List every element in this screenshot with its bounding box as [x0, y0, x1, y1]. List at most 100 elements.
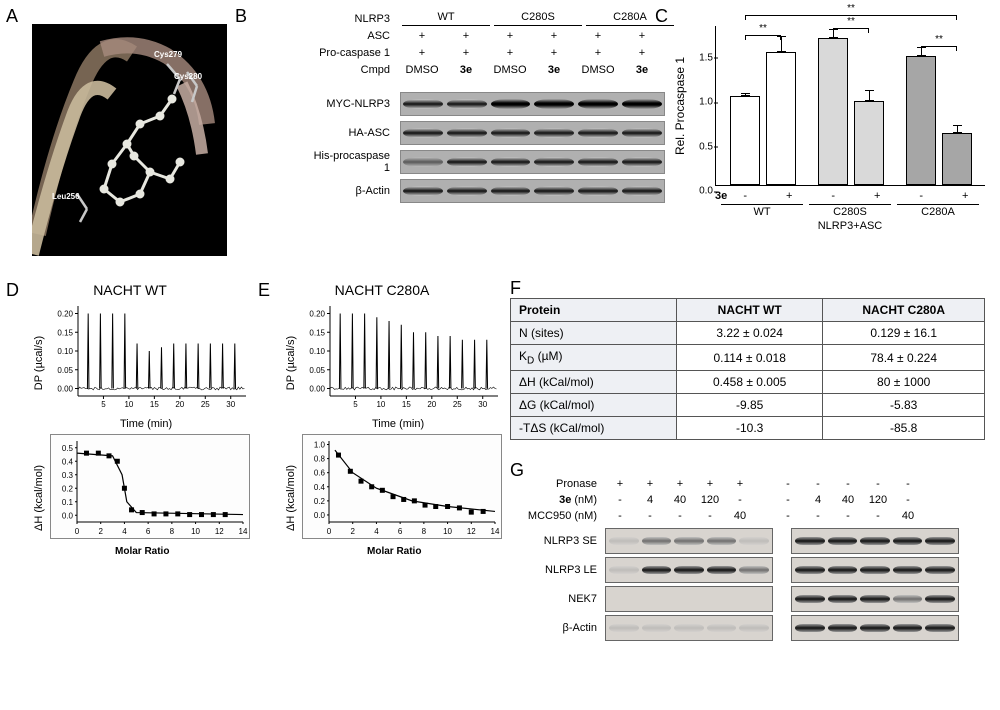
svg-text:30: 30 — [478, 400, 487, 409]
residue-leu256: Leu256 — [52, 192, 80, 201]
svg-text:0.3: 0.3 — [62, 471, 74, 480]
blot-strip — [605, 586, 773, 612]
svg-text:4: 4 — [122, 527, 127, 536]
table-cell: 80 ± 1000 — [823, 371, 985, 394]
svg-text:25: 25 — [453, 400, 462, 409]
svg-text:5: 5 — [101, 400, 106, 409]
panel-f: ProteinNACHT WTNACHT C280AN (sites)3.22 … — [510, 298, 985, 440]
table-cell: -10.3 — [676, 417, 822, 440]
table-cell: KD (µM) — [511, 345, 677, 371]
panel-d-title: NACHT WT — [20, 282, 240, 298]
panel-b-blots: MYC-NLRP3HA-ASCHis-procaspase 1β-Actin — [310, 92, 670, 208]
panel-d-label: D — [6, 280, 19, 301]
panel-b: B NLRP3 WT C280S C280A ASC ++ ++ ++ Pro-… — [235, 6, 645, 256]
svg-text:0.10: 0.10 — [57, 347, 73, 356]
svg-text:0: 0 — [75, 527, 80, 536]
bar — [818, 38, 848, 185]
svg-text:0.4: 0.4 — [314, 483, 326, 492]
molecular-structure: Cys279 Cys280 Leu256 — [32, 24, 227, 256]
bar — [730, 96, 760, 185]
table-cell: -5.83 — [823, 394, 985, 417]
bar — [906, 56, 936, 185]
svg-text:0.10: 0.10 — [309, 347, 325, 356]
svg-text:6: 6 — [398, 527, 403, 536]
thermo-table: ProteinNACHT WTNACHT C280AN (sites)3.22 … — [510, 298, 985, 440]
table-cell: -TΔS (kCal/mol) — [511, 417, 677, 440]
table-cell: ΔG (kCal/mol) — [511, 394, 677, 417]
hdr-nlrp3: NLRP3 — [310, 13, 400, 25]
panel-b-header: NLRP3 WT C280S C280A ASC ++ ++ ++ Pro-ca… — [310, 10, 676, 78]
blot-label: NLRP3 LE — [510, 564, 605, 576]
svg-text:2: 2 — [98, 527, 103, 536]
panel-c-ylabel: Rel. Procaspase 1 — [673, 57, 687, 155]
svg-text:0.5: 0.5 — [62, 444, 74, 453]
svg-text:10: 10 — [124, 400, 133, 409]
svg-text:0.0: 0.0 — [314, 511, 326, 520]
blot-strip — [400, 179, 665, 203]
svg-text:20: 20 — [175, 400, 184, 409]
table-cell: 0.114 ± 0.018 — [676, 345, 822, 371]
svg-text:0.05: 0.05 — [309, 366, 325, 375]
blot-label: NEK7 — [510, 593, 605, 605]
table-cell: ΔH (kCal/mol) — [511, 371, 677, 394]
blot-strip — [791, 557, 959, 583]
hdr-asc: ASC — [310, 30, 400, 42]
panel-c: C Rel. Procaspase 1 0.00.51.01.5********… — [655, 6, 995, 256]
bar-chart: 0.00.51.01.5******** — [715, 26, 985, 186]
panel-g: Pronase+++++-----3e (nM)-440120--440120-… — [510, 476, 990, 644]
table-cell: -9.85 — [676, 394, 822, 417]
table-cell: 0.129 ± 16.1 — [823, 322, 985, 345]
blot-label: HA-ASC — [310, 127, 400, 139]
svg-text:10: 10 — [443, 527, 452, 536]
table-cell: 0.458 ± 0.005 — [676, 371, 822, 394]
svg-text:0.05: 0.05 — [57, 366, 73, 375]
svg-text:15: 15 — [150, 400, 159, 409]
blot-strip — [400, 150, 665, 174]
svg-text:6: 6 — [146, 527, 151, 536]
svg-text:12: 12 — [467, 527, 476, 536]
svg-text:14: 14 — [239, 527, 248, 536]
svg-text:0.0: 0.0 — [62, 511, 74, 520]
blot-strip — [791, 615, 959, 641]
svg-text:0.20: 0.20 — [309, 310, 325, 319]
itc-d-thermogram: 0.000.050.100.150.2051015202530 — [50, 302, 250, 412]
table-header: Protein — [511, 299, 677, 322]
panel-e-label: E — [258, 280, 270, 301]
blot-label: MYC-NLRP3 — [310, 98, 400, 110]
svg-text:30: 30 — [226, 400, 235, 409]
svg-text:0.20: 0.20 — [57, 310, 73, 319]
svg-text:4: 4 — [374, 527, 379, 536]
panel-e: NACHT C280A DP (µcal/s) 0.000.050.100.15… — [272, 282, 492, 539]
svg-text:0: 0 — [327, 527, 332, 536]
itc-d-isotherm: 0.00.10.20.30.40.502468101214 — [50, 434, 250, 539]
svg-text:0.00: 0.00 — [309, 385, 325, 394]
blot-label: NLRP3 SE — [510, 535, 605, 547]
blot-strip — [605, 528, 773, 554]
svg-text:14: 14 — [491, 527, 500, 536]
panel-e-title: NACHT C280A — [272, 282, 492, 298]
svg-text:0.4: 0.4 — [62, 457, 74, 466]
svg-text:10: 10 — [191, 527, 200, 536]
residue-cys279: Cys279 — [154, 50, 182, 59]
svg-text:0.1: 0.1 — [62, 498, 74, 507]
blot-strip — [791, 528, 959, 554]
svg-text:0.2: 0.2 — [62, 484, 74, 493]
panel-f-label: F — [510, 278, 521, 299]
table-cell: 78.4 ± 0.224 — [823, 345, 985, 371]
svg-text:1.0: 1.0 — [314, 441, 326, 450]
panel-b-label: B — [235, 6, 247, 27]
panel-d: NACHT WT DP (µcal/s) 0.000.050.100.150.2… — [20, 282, 240, 539]
hdr-cmpd: Cmpd — [310, 64, 400, 76]
hdr-procasp: Pro-caspase 1 — [310, 47, 400, 59]
svg-text:20: 20 — [427, 400, 436, 409]
svg-text:25: 25 — [201, 400, 210, 409]
itc-e-thermogram: 0.000.050.100.150.2051015202530 — [302, 302, 502, 412]
svg-text:0.15: 0.15 — [309, 328, 325, 337]
bar — [854, 101, 884, 185]
bar — [766, 52, 796, 185]
svg-text:2: 2 — [350, 527, 355, 536]
table-header: NACHT WT — [676, 299, 822, 322]
blot-label: β-Actin — [510, 622, 605, 634]
blot-strip — [400, 121, 665, 145]
blot-label: His-procaspase 1 — [310, 150, 400, 174]
